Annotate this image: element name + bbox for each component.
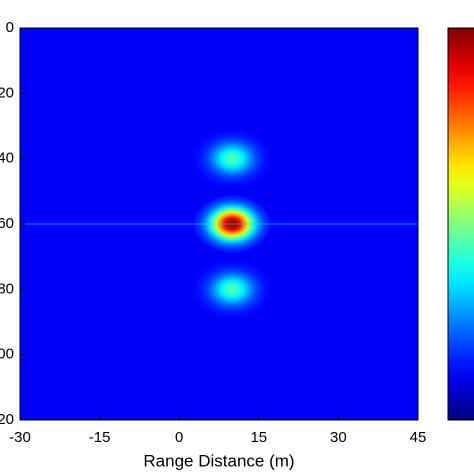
y-tick-label: 80 <box>0 280 14 297</box>
x-tick-label: 30 <box>330 429 347 446</box>
x-tick-label: 0 <box>175 429 183 446</box>
heat-blob <box>192 128 273 189</box>
x-axis-label: Range Distance (m) <box>143 451 294 470</box>
y-tick-label: 100 <box>0 346 14 363</box>
y-tick-label: 120 <box>0 411 14 428</box>
x-tick-label: 45 <box>410 429 427 446</box>
y-tick-label: 40 <box>0 150 14 167</box>
x-tick-label: -30 <box>9 429 31 446</box>
colorbar <box>447 27 474 421</box>
y-tick-label: 20 <box>0 84 14 101</box>
x-tick-label: -15 <box>89 429 111 446</box>
y-tick-label: 0 <box>6 19 14 36</box>
heat-blob <box>192 259 273 320</box>
y-tick-label: 60 <box>0 215 14 232</box>
x-tick-label: 15 <box>250 429 267 446</box>
